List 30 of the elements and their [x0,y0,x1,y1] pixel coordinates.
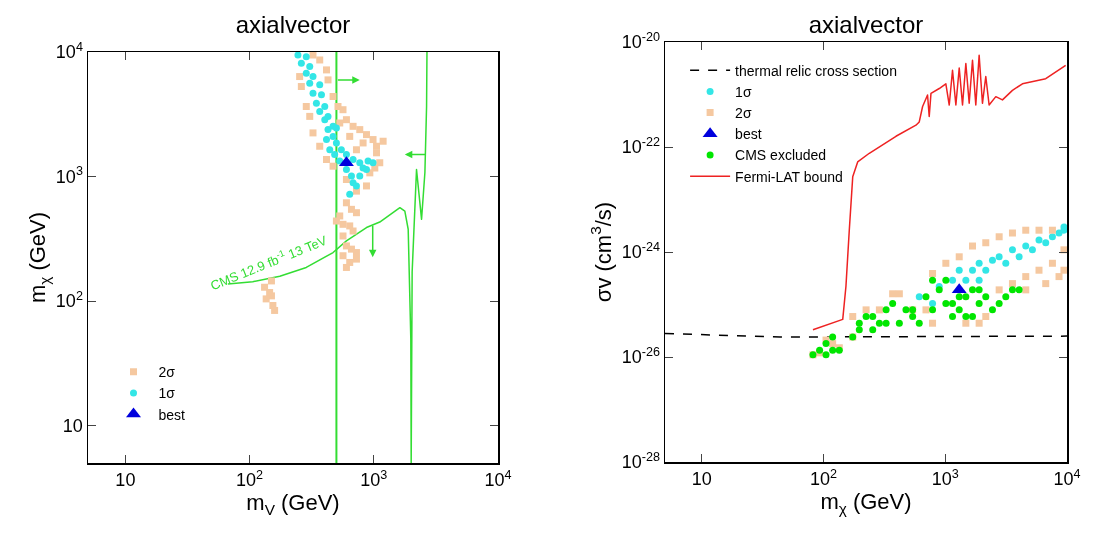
x-tick-label: 10 [691,469,712,490]
legend-label: Fermi-LAT bound [734,168,843,185]
x-tick-label: 10 [115,470,136,491]
x-tick-label: 10$^{4}$ [1052,466,1081,490]
legend-label: 1σ [158,385,176,402]
x-tick-label: 10$^{2}$ [236,467,264,491]
y-tick-label: 10$^{4}$ [55,39,83,63]
legend-label: 2σ [734,105,752,122]
y-tick-label: 10$^{-20}$ [621,29,660,53]
y-tick-label: 10$^{3}$ [55,164,83,187]
y-tick-label: 10 [62,415,83,436]
x-tick-label: 10$^{2}$ [809,466,837,490]
y-tick-label: 10$^{2}$ [55,288,83,312]
legend-label: thermal relic cross section [734,62,897,79]
x-axis-title: m$_{V}$ (GeV) [246,490,340,518]
y-tick-label: 10$^{-24}$ [621,239,660,263]
legend-label: best [158,406,186,423]
x-tick-label: 10$^{4}$ [484,467,512,491]
y-tick-label: 10$^{-22}$ [621,134,660,158]
chart-title: axialvector [808,10,923,38]
legend-label: 2σ [158,364,176,381]
chart-title: axialvector [235,10,351,38]
legend-label: best [734,126,762,143]
legend-label: CMS excluded [734,147,826,164]
legend-label: 1σ [734,83,752,100]
x-tick-label: 10$^{3}$ [931,466,959,490]
x-tick-label: 10$^{3}$ [360,467,388,491]
y-tick-label: 10$^{-28}$ [621,449,660,473]
x-axis-title: m$_{χ}$ (GeV) [819,489,912,517]
y-tick-label: 10$^{-26}$ [621,344,660,368]
